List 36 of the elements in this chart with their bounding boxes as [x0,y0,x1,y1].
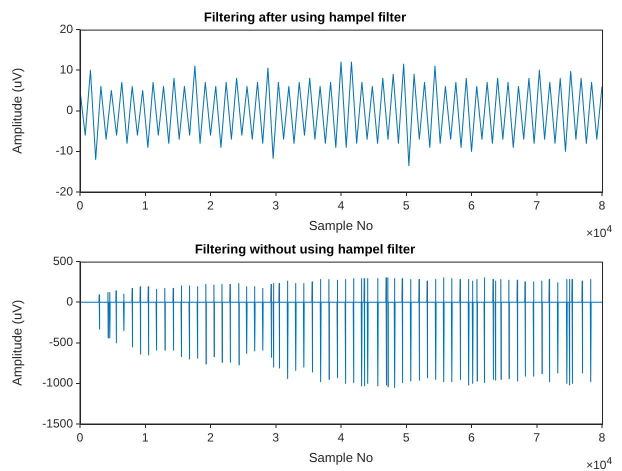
chart-title: Filtering after using hampel filter [204,9,406,24]
x-axis-title: Sample No [308,450,374,465]
x-tick-label: 8 [598,430,606,445]
y-tick-label: 20 [60,22,74,36]
y-tick-label: -500 [48,335,74,350]
x-tick-label: 2 [207,198,214,213]
y-tick-label: 10 [60,62,74,77]
x-tick-label: 1 [142,430,149,445]
x-tick-label: 7 [533,198,540,213]
x-tick-label: 3 [272,430,280,445]
x-tick-label: 1 [142,198,149,213]
y-tick-label: 0 [66,294,74,309]
x-tick-label: 3 [272,198,280,213]
chart-title: Filtering without using hampel filter [194,241,416,256]
x-tick-label: 6 [468,430,476,445]
y-tick-label: -20 [56,184,74,198]
text: ×10$^{4}$ [586,456,612,471]
x-tick-label: 2 [207,430,214,445]
y-axis-title: Amplitude (uV) [9,68,24,154]
x-tick-label: 7 [533,430,540,445]
x-tick-label: 4 [338,198,345,213]
y-tick-label: -10 [56,144,74,158]
x-tick-label: 4 [338,430,345,445]
y-tick-label: 0 [66,103,74,118]
x-tick-label: 0 [76,430,84,445]
x-tick-label: 0 [76,198,84,213]
x-tick-label: 6 [468,198,476,213]
y-tick-label: -1500 [42,416,74,430]
y-tick-label: -1000 [42,376,74,390]
y-axis-title: Amplitude (uV) [9,300,24,386]
x-axis-title: Sample No [308,218,374,233]
x-tick-label: 5 [402,430,410,445]
x-tick-label: 5 [402,198,410,213]
x-tick-label: 8 [598,198,606,213]
text: ×10$^{4}$ [586,224,612,240]
y-tick-label: 500 [52,254,74,268]
